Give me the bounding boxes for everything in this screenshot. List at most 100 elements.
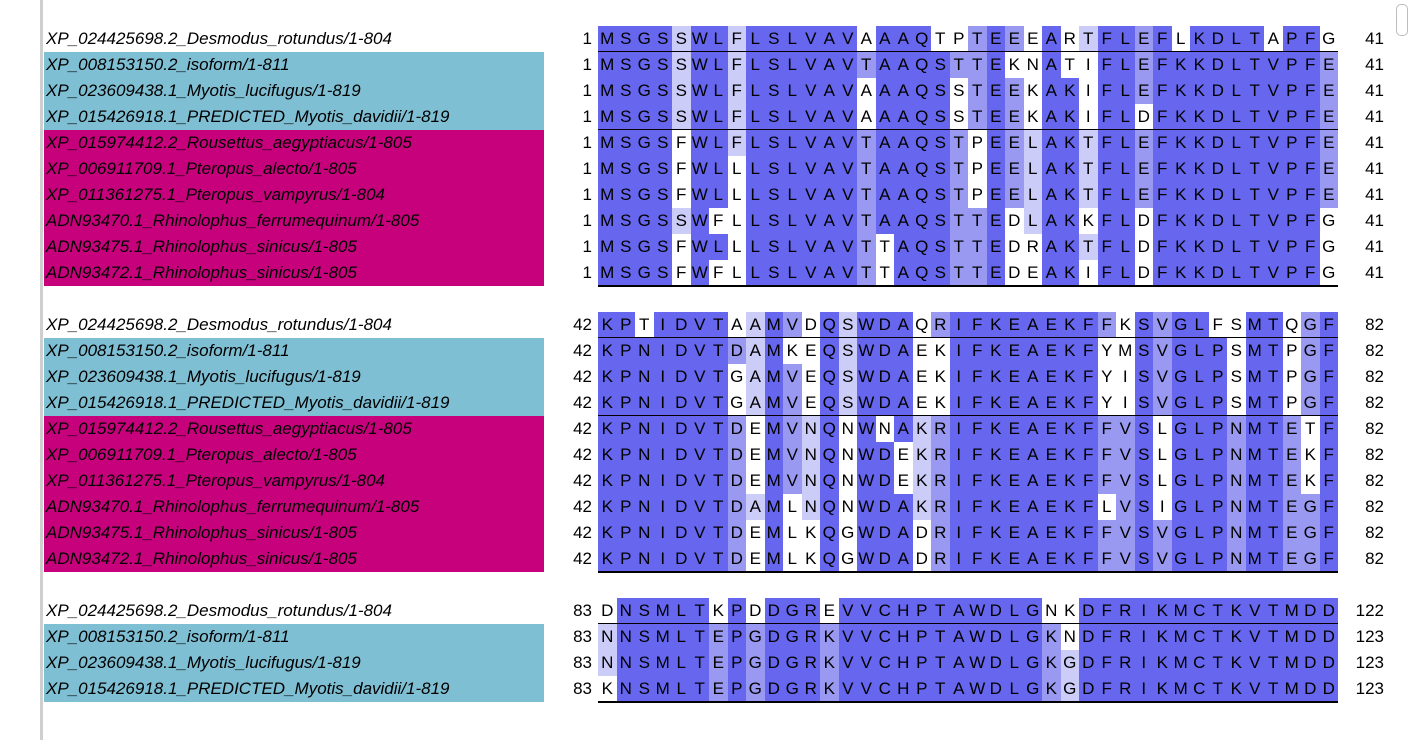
residue-cell[interactable]: N — [801, 442, 820, 468]
residue-cell[interactable]: L — [1116, 182, 1135, 208]
residue-cell[interactable]: A — [894, 104, 913, 130]
residue-cell[interactable]: T — [1264, 546, 1283, 572]
sequence-name[interactable]: XP_024425698.2_Desmodus_rotundus/1-804 — [46, 601, 392, 620]
residue-cell[interactable]: V — [1245, 598, 1264, 624]
residue-cell[interactable]: S — [616, 26, 635, 52]
residue-cell[interactable]: R — [931, 546, 950, 572]
residue-cell[interactable]: V — [1153, 390, 1172, 416]
residue-cell[interactable]: L — [709, 78, 728, 104]
residue-cell[interactable]: T — [709, 338, 728, 364]
residue-cell[interactable]: D — [1301, 624, 1320, 650]
residue-cell[interactable]: K — [1060, 156, 1079, 182]
residue-cell[interactable]: S — [764, 130, 783, 156]
residue-cell[interactable]: E — [1005, 520, 1024, 546]
residue-cell[interactable]: A — [1042, 234, 1061, 260]
residue-cell[interactable]: T — [857, 234, 876, 260]
residue-cell[interactable]: V — [1116, 468, 1135, 494]
residue-cell[interactable]: D — [1319, 598, 1338, 624]
residue-cell[interactable]: K — [1079, 208, 1098, 234]
residue-cell[interactable]: D — [1079, 676, 1098, 702]
residue-cell[interactable]: E — [1319, 130, 1338, 156]
residue-cell[interactable]: S — [672, 52, 691, 78]
residue-cell[interactable]: P — [1282, 234, 1301, 260]
residue-cell[interactable]: K — [1153, 676, 1172, 702]
residue-cell[interactable]: C — [1190, 598, 1209, 624]
residue-cell[interactable]: E — [1042, 312, 1061, 338]
residue-cell[interactable]: T — [931, 650, 950, 676]
residue-cell[interactable]: F — [672, 182, 691, 208]
residue-cell[interactable]: D — [1208, 260, 1227, 286]
residue-cell[interactable]: G — [746, 624, 765, 650]
residue-cell[interactable]: V — [801, 26, 820, 52]
residue-cell[interactable]: S — [764, 156, 783, 182]
residue-cell[interactable]: N — [635, 494, 654, 520]
residue-cell[interactable]: W — [690, 130, 709, 156]
residue-cell[interactable]: S — [1134, 338, 1153, 364]
residue-cell[interactable]: M — [764, 338, 783, 364]
residue-cell[interactable]: M — [1282, 676, 1301, 702]
residue-cell[interactable]: M — [653, 650, 672, 676]
residue-cell[interactable]: D — [672, 520, 691, 546]
residue-cell[interactable]: F — [1153, 208, 1172, 234]
residue-cell[interactable]: L — [746, 104, 765, 130]
residue-cell[interactable]: T — [1208, 676, 1227, 702]
residue-cell[interactable]: S — [653, 260, 672, 286]
sequence-name[interactable]: XP_015426918.1_PREDICTED_Myotis_davidii/… — [44, 104, 544, 130]
residue-cell[interactable]: K — [986, 416, 1005, 442]
residue-cell[interactable]: A — [1042, 208, 1061, 234]
sequence-name[interactable]: XP_006911709.1_Pteropus_alecto/1-805 — [44, 442, 544, 468]
residue-cell[interactable]: D — [672, 416, 691, 442]
residue-cell[interactable]: K — [1060, 130, 1079, 156]
residue-cell[interactable]: Q — [912, 156, 931, 182]
residue-cell[interactable]: T — [968, 26, 987, 52]
residue-cell[interactable]: G — [1023, 624, 1042, 650]
residue-cell[interactable]: N — [598, 624, 617, 650]
residue-cell[interactable]: E — [1042, 546, 1061, 572]
residue-cell[interactable]: R — [1116, 676, 1135, 702]
residue-cell[interactable]: F — [1097, 260, 1116, 286]
residue-cell[interactable]: S — [616, 104, 635, 130]
residue-cell[interactable]: Q — [820, 390, 839, 416]
sequence-name[interactable]: XP_015974412.2_Rousettus_aegyptiacus/1-8… — [44, 416, 544, 442]
residue-cell[interactable]: L — [672, 624, 691, 650]
residue-cell[interactable]: L — [1116, 234, 1135, 260]
residue-cell[interactable]: G — [746, 676, 765, 702]
residue-cell[interactable]: G — [1171, 520, 1190, 546]
residue-cell[interactable]: V — [783, 312, 802, 338]
residue-cell[interactable]: N — [635, 546, 654, 572]
residue-cell[interactable]: V — [1264, 182, 1283, 208]
residue-cell[interactable]: F — [1079, 494, 1098, 520]
residue-cell[interactable]: D — [986, 624, 1005, 650]
residue-cell[interactable]: M — [1282, 650, 1301, 676]
residue-cell[interactable]: V — [690, 494, 709, 520]
sequence-name[interactable]: XP_024425698.2_Desmodus_rotundus/1-804 — [46, 315, 392, 334]
residue-cell[interactable]: L — [1190, 468, 1209, 494]
residue-cell[interactable]: E — [709, 650, 728, 676]
residue-cell[interactable]: P — [1208, 520, 1227, 546]
residue-cell[interactable]: A — [1023, 312, 1042, 338]
residue-cell[interactable]: L — [783, 234, 802, 260]
residue-cell[interactable]: M — [1245, 416, 1264, 442]
residue-cell[interactable]: G — [1319, 260, 1338, 286]
residue-cell[interactable]: V — [1153, 312, 1172, 338]
residue-cell[interactable]: D — [875, 520, 894, 546]
residue-cell[interactable]: A — [1264, 26, 1283, 52]
residue-cell[interactable]: P — [616, 312, 635, 338]
residue-cell[interactable]: F — [968, 338, 987, 364]
residue-cell[interactable]: A — [1023, 494, 1042, 520]
residue-cell[interactable]: E — [1319, 104, 1338, 130]
residue-cell[interactable]: F — [672, 234, 691, 260]
residue-cell[interactable]: K — [1190, 156, 1209, 182]
residue-cell[interactable]: P — [968, 156, 987, 182]
residue-cell[interactable]: Q — [912, 52, 931, 78]
residue-cell[interactable]: A — [894, 234, 913, 260]
residue-cell[interactable]: T — [1208, 598, 1227, 624]
residue-cell[interactable]: F — [1301, 52, 1320, 78]
residue-cell[interactable]: F — [1153, 78, 1172, 104]
residue-cell[interactable]: K — [783, 338, 802, 364]
residue-cell[interactable]: T — [1079, 182, 1098, 208]
residue-cell[interactable]: A — [857, 104, 876, 130]
residue-cell[interactable]: S — [931, 208, 950, 234]
